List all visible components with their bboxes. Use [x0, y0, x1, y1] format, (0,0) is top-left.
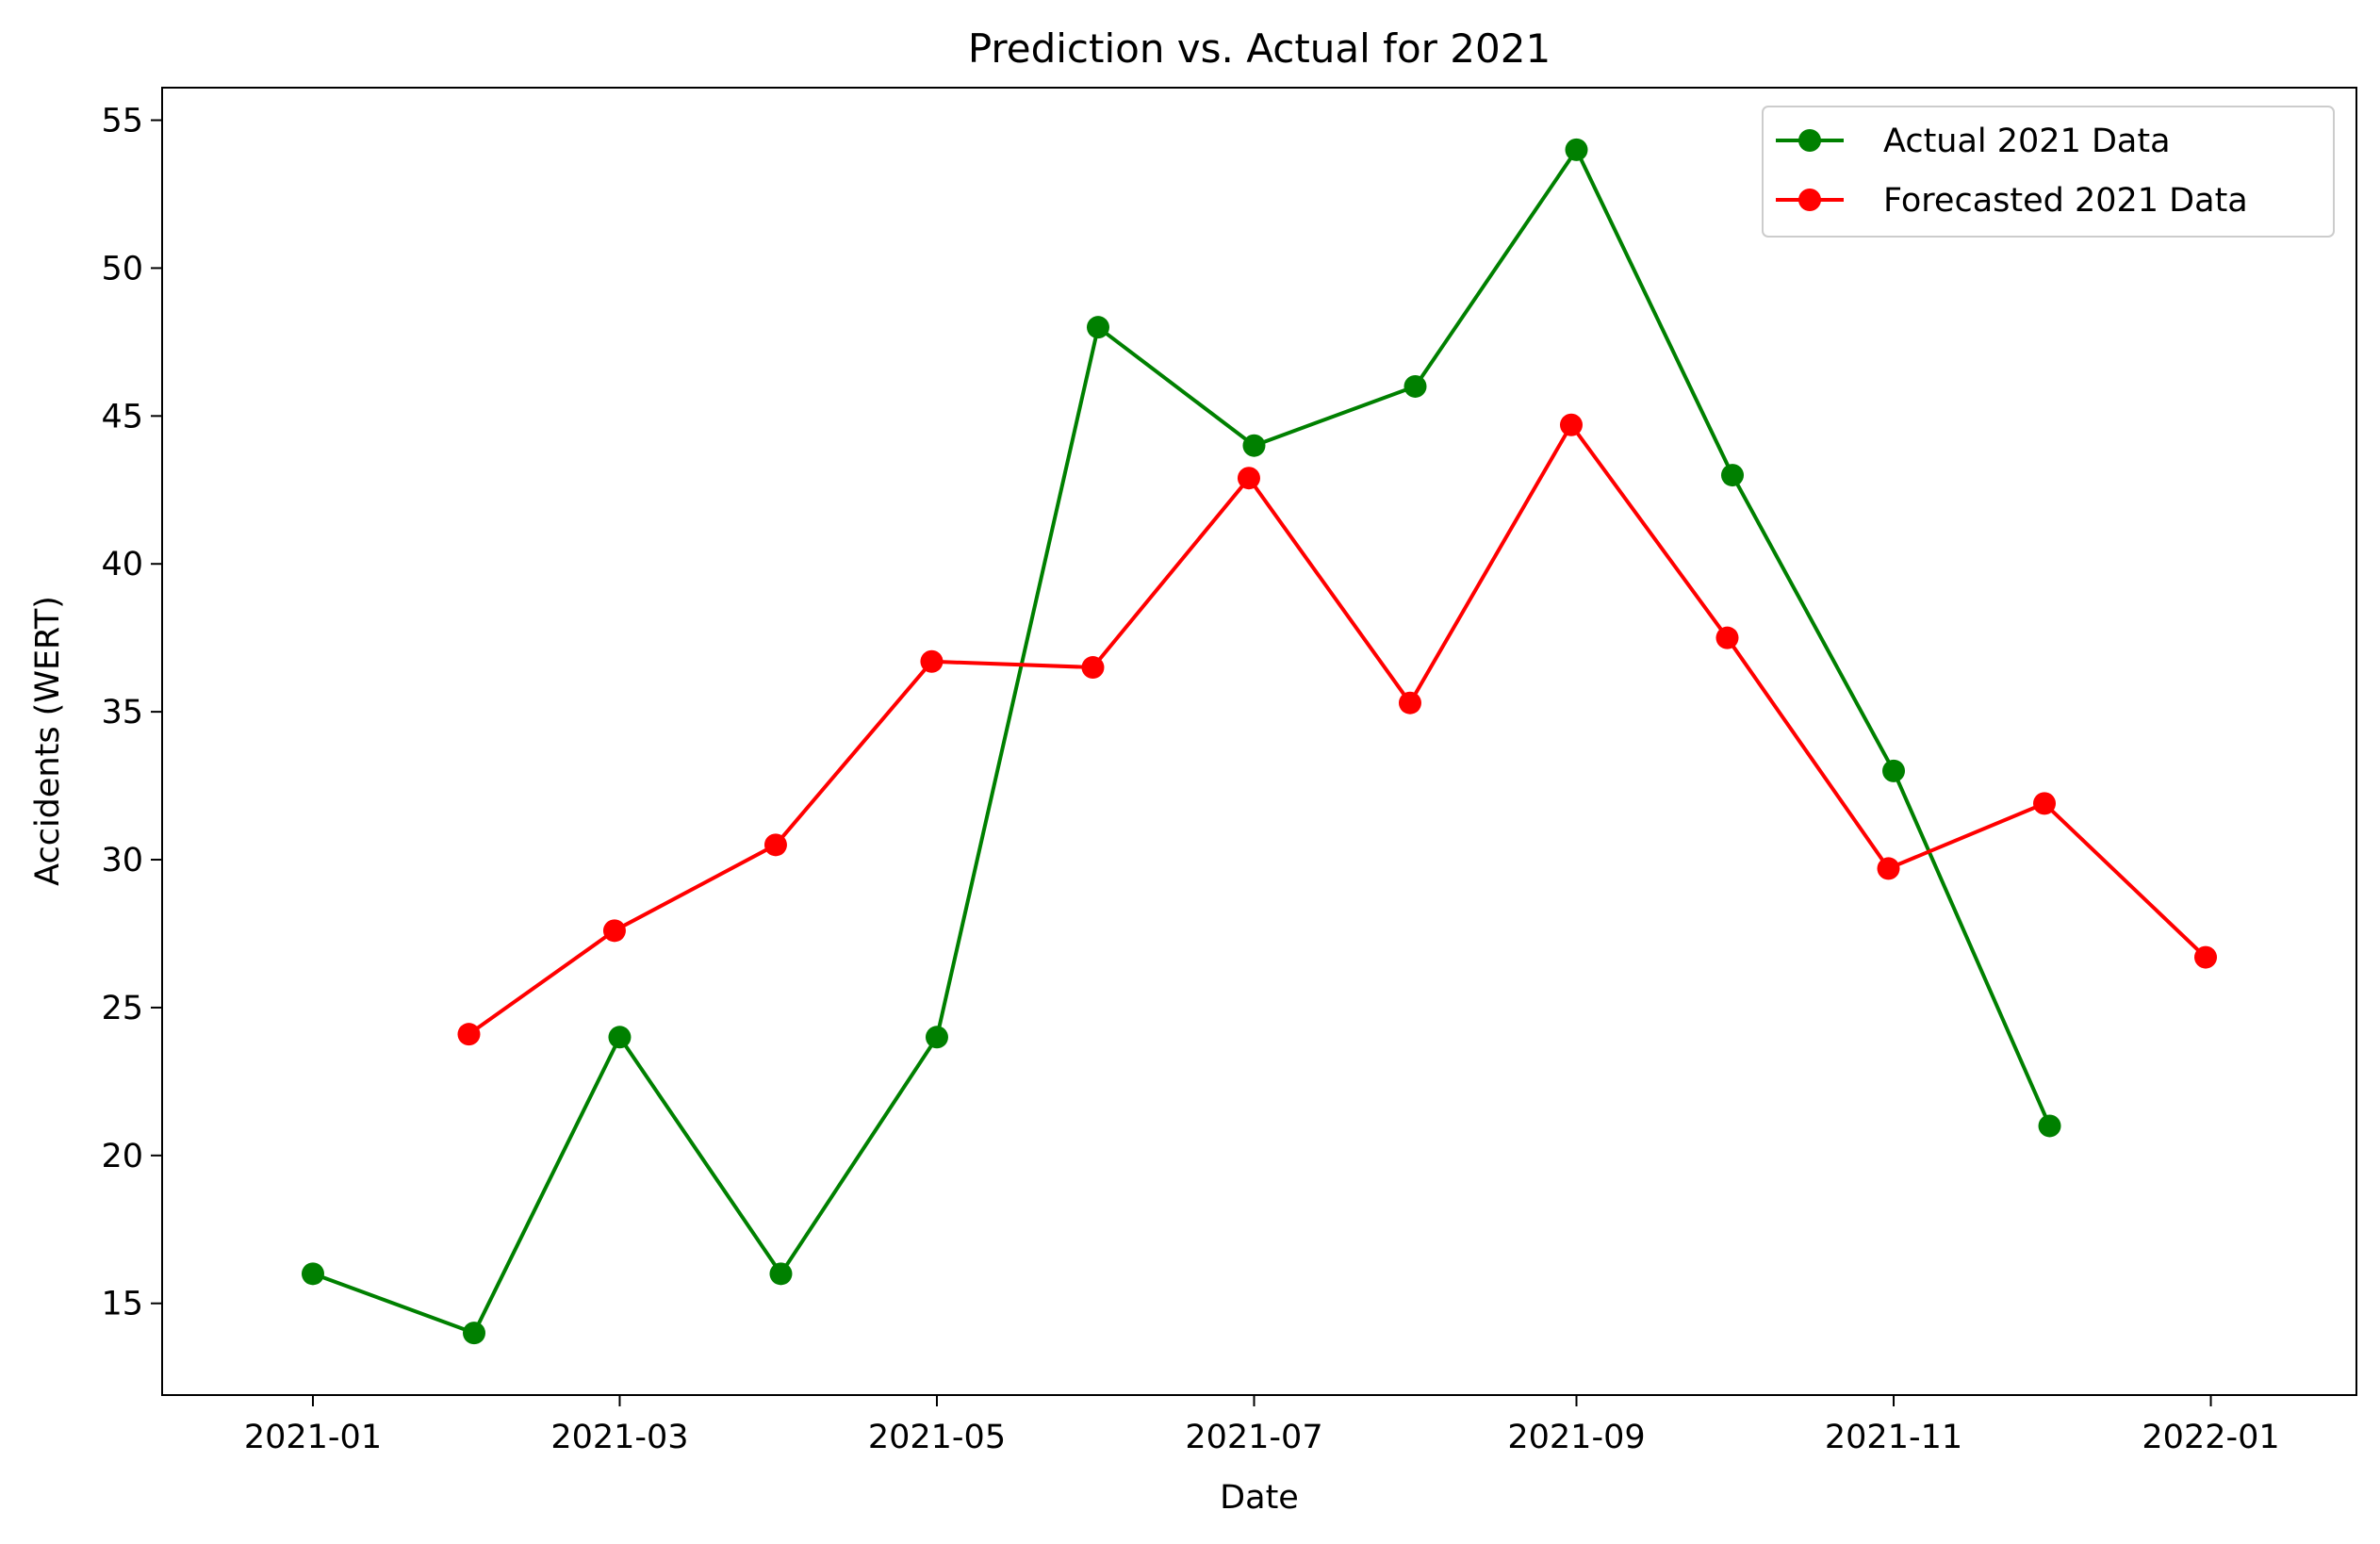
y-tick-label: 45: [101, 398, 143, 435]
data-point-actual-2021-data: [925, 1026, 948, 1049]
x-tick-label: 2022-01: [2142, 1419, 2279, 1456]
series-line-actual-2021-data: [312, 147, 2052, 1336]
data-point-actual-2021-data: [1242, 434, 1266, 457]
x-axis: 2021-01 2021-03 2021-05 2021-07 2021-09 2021-…: [244, 1395, 2280, 1456]
series-actual-2021-data: [301, 138, 2061, 1345]
y-tick-label: 35: [101, 694, 143, 731]
data-point-actual-2021-data: [2038, 1114, 2061, 1138]
data-point-actual-2021-data: [462, 1322, 485, 1345]
data-point-forecasted-2021-data: [920, 649, 944, 673]
data-point-forecasted-2021-data: [1081, 656, 1105, 680]
y-tick-label: 20: [101, 1138, 143, 1175]
series-forecasted-2021-data: [457, 413, 2218, 1046]
data-point-forecasted-2021-data: [602, 919, 626, 943]
legend: Actual 2021 Data Forecasted 2021 Data: [1762, 106, 2335, 238]
data-point-forecasted-2021-data: [1559, 413, 1583, 436]
data-point-actual-2021-data: [1086, 316, 1109, 339]
plot-area: [162, 88, 2356, 1395]
data-point-actual-2021-data: [1403, 374, 1427, 398]
plot-frame: [161, 87, 2357, 1396]
data-point-forecasted-2021-data: [1237, 467, 1260, 490]
x-tick-label: 2021-01: [244, 1419, 382, 1456]
y-tick-label: 55: [101, 103, 143, 140]
legend-box: [1762, 106, 2335, 238]
legend-label: Forecasted 2021 Data: [1883, 182, 2248, 220]
x-tick-label: 2021-03: [550, 1419, 688, 1456]
y-tick-label: 40: [101, 546, 143, 583]
y-axis: 15 20 25 30 35 40 45 50 55: [101, 103, 162, 1323]
legend-item-forecasted-2021-data: Forecasted 2021 Data: [1776, 182, 2248, 220]
data-point-actual-2021-data: [608, 1026, 632, 1049]
data-point-actual-2021-data: [1882, 759, 1906, 782]
data-point-forecasted-2021-data: [1715, 626, 1739, 649]
data-point-actual-2021-data: [1721, 464, 1745, 487]
y-tick-label: 25: [101, 990, 143, 1027]
y-tick-label: 50: [101, 250, 143, 287]
data-point-forecasted-2021-data: [2033, 792, 2057, 815]
chart-title: Prediction vs. Actual for 2021: [968, 25, 1551, 72]
series-layer: [301, 138, 2218, 1345]
legend-label: Actual 2021 Data: [1883, 123, 2171, 160]
data-point-actual-2021-data: [301, 1262, 324, 1286]
x-tick-label: 2021-07: [1185, 1419, 1322, 1456]
legend-swatch-marker: [1798, 189, 1821, 211]
y-axis-title: Accidents (WERT): [29, 596, 67, 886]
data-point-forecasted-2021-data: [1398, 691, 1421, 715]
y-tick-label: 15: [101, 1286, 143, 1323]
y-tick-label: 30: [101, 842, 143, 879]
data-point-actual-2021-data: [1565, 138, 1588, 161]
data-point-actual-2021-data: [769, 1262, 793, 1286]
x-axis-title: Date: [1220, 1479, 1299, 1517]
x-tick-label: 2021-09: [1507, 1419, 1645, 1456]
x-tick-label: 2021-05: [868, 1419, 1006, 1456]
x-tick-label: 2021-11: [1825, 1419, 1962, 1456]
series-line-forecasted-2021-data: [468, 422, 2208, 1036]
data-point-forecasted-2021-data: [1877, 857, 1900, 880]
data-point-forecasted-2021-data: [763, 833, 787, 857]
data-point-forecasted-2021-data: [457, 1023, 481, 1046]
legend-swatch-marker: [1798, 129, 1821, 152]
legend-item-actual-2021-data: Actual 2021 Data: [1776, 123, 2171, 160]
data-point-forecasted-2021-data: [2194, 945, 2218, 969]
